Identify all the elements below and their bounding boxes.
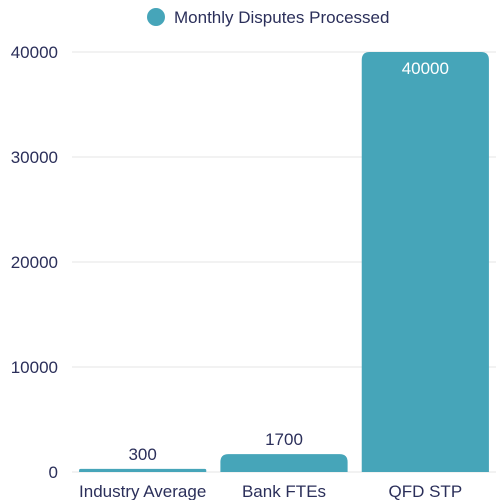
bar-qfd-stp[interactable] — [361, 52, 489, 472]
x-axis-categories: Industry Average Bank FTEs QFD STP — [79, 482, 462, 500]
y-axis-ticks: 0 10000 20000 30000 40000 — [11, 43, 58, 482]
data-label-bank-ftes: 1700 — [265, 430, 303, 449]
y-tick-label-40000: 40000 — [11, 43, 58, 62]
legend-label-monthly-disputes: Monthly Disputes Processed — [174, 8, 389, 27]
y-tick-label-20000: 20000 — [11, 253, 58, 272]
y-tick-label-10000: 10000 — [11, 358, 58, 377]
data-label-industry-average: 300 — [128, 445, 156, 464]
y-tick-label-30000: 30000 — [11, 148, 58, 167]
bar-industry-average[interactable] — [79, 468, 207, 472]
data-labels: 300 1700 40000 — [128, 59, 448, 464]
data-label-qfd-stp: 40000 — [402, 59, 449, 78]
bars — [79, 52, 489, 472]
x-category-label-bank-ftes: Bank FTEs — [242, 482, 326, 500]
legend-swatch-monthly-disputes — [147, 8, 165, 26]
bar-bank-ftes[interactable] — [220, 454, 348, 472]
x-category-label-industry-average: Industry Average — [79, 482, 206, 500]
y-tick-label-0: 0 — [49, 463, 58, 482]
x-category-label-qfd-stp: QFD STP — [388, 482, 462, 500]
legend[interactable]: Monthly Disputes Processed — [147, 8, 389, 27]
